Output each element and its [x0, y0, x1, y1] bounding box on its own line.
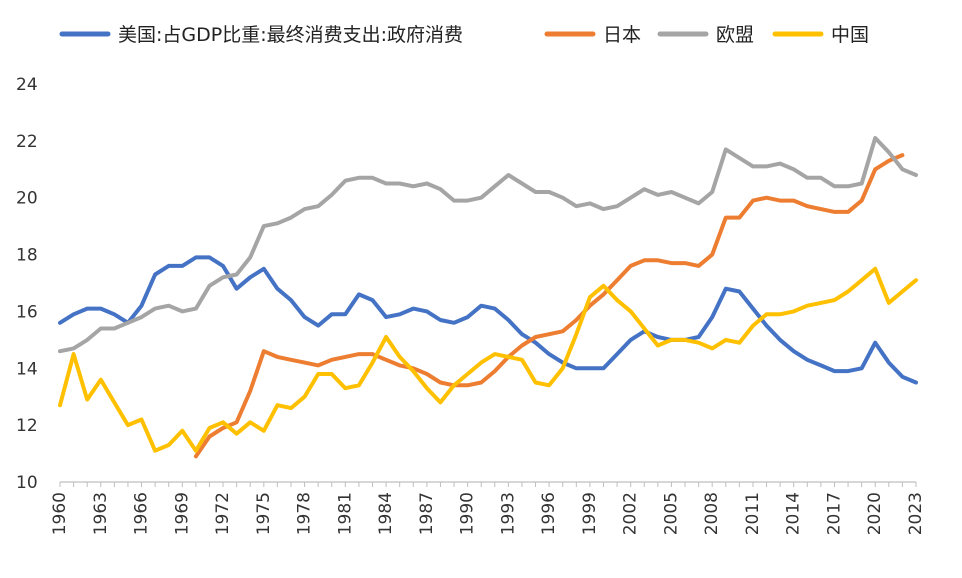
- x-tick-label: 2020: [865, 492, 885, 535]
- y-tick-label: 16: [16, 302, 38, 322]
- x-tick-label: 1993: [498, 492, 518, 535]
- x-tick-label: 1984: [376, 492, 396, 535]
- x-tick-label: 1978: [295, 492, 315, 535]
- x-tick-label: 2008: [702, 492, 722, 535]
- legend-label-3: 中国: [831, 24, 869, 46]
- x-tick-label: 2023: [906, 492, 926, 535]
- x-tick-label: 2002: [621, 492, 641, 535]
- y-axis: 10 12 14 16 18 20 22 24: [16, 75, 38, 493]
- y-tick-label: 12: [16, 416, 38, 436]
- legend: 美国:占GDP比重:最终消费支出:政府消费 日本 欧盟 中国: [59, 24, 869, 46]
- series-line-1: [193, 153, 905, 459]
- x-tick-label: 1960: [50, 492, 70, 535]
- legend-label-0: 美国:占GDP比重:最终消费支出:政府消费: [118, 24, 463, 46]
- x-axis: 1960 1963 1966 1969 1972 1975 1978 1981 1984 1987…: [50, 481, 926, 535]
- x-tick-label: 2011: [743, 492, 763, 535]
- x-tick-label: 2005: [661, 492, 681, 535]
- legend-label-1: 日本: [603, 24, 641, 46]
- y-tick-label: 10: [16, 473, 38, 493]
- y-tick-label: 22: [16, 132, 38, 152]
- y-tick-label: 18: [16, 246, 38, 266]
- x-tick-label: 1996: [539, 492, 559, 535]
- x-tick-label: 2014: [784, 492, 804, 535]
- x-tick-label: 1966: [132, 492, 152, 535]
- y-tick-label: 14: [16, 359, 38, 379]
- legend-label-2: 欧盟: [716, 24, 754, 46]
- series-group: [58, 136, 918, 459]
- series-line-0: [58, 255, 918, 385]
- series-line-3: [58, 266, 918, 453]
- x-tick-label: 1981: [335, 492, 355, 535]
- x-tick-label: 1990: [458, 492, 478, 535]
- x-tick-label: 1972: [213, 492, 233, 535]
- x-tick-label: 1999: [580, 492, 600, 535]
- x-tick-label: 1963: [91, 492, 111, 535]
- series-line-2: [58, 136, 918, 354]
- y-tick-label: 20: [16, 189, 38, 209]
- y-tick-label: 24: [16, 75, 38, 95]
- x-tick-label: 1969: [172, 492, 192, 535]
- x-tick-label: 2017: [824, 492, 844, 535]
- x-tick-label: 1975: [254, 492, 274, 535]
- x-tick-label: 1987: [417, 492, 437, 535]
